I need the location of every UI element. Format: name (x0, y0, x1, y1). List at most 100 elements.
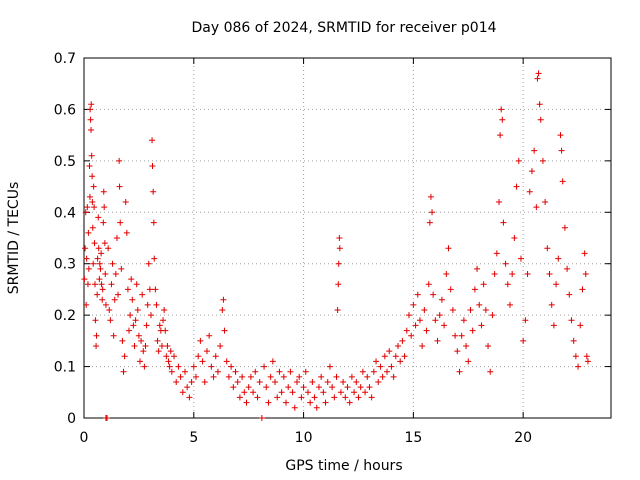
data-point (322, 399, 329, 406)
data-point (359, 368, 366, 375)
data-point (105, 245, 112, 252)
data-point (90, 183, 97, 190)
x-axis-tick-labels: 0 5 10 15 20 (80, 430, 533, 446)
data-point (482, 307, 489, 313)
data-point (206, 332, 213, 339)
data-point (168, 368, 175, 375)
data-point (195, 353, 202, 360)
chart-title: Day 086 of 2024, SRMTID for receiver p01… (191, 20, 496, 36)
data-point (515, 157, 522, 164)
data-point (335, 281, 342, 288)
data-point (151, 255, 158, 262)
data-point (109, 260, 116, 267)
data-point (467, 307, 474, 313)
data-point (166, 363, 173, 370)
data-point (84, 281, 91, 288)
data-point (333, 373, 340, 380)
data-point (566, 291, 573, 298)
data-point (243, 399, 250, 406)
data-point (98, 250, 105, 257)
data-point (203, 348, 210, 355)
data-point (247, 373, 254, 380)
data-point (153, 301, 160, 308)
data-point (175, 363, 182, 370)
data-point (81, 276, 88, 283)
data-point (366, 384, 373, 391)
data-point (214, 368, 221, 375)
data-point (91, 204, 98, 211)
plot-frame (83, 57, 612, 419)
data-point (220, 296, 227, 303)
data-point (474, 265, 481, 272)
data-point (267, 373, 274, 380)
data-point (99, 296, 106, 303)
data-point (146, 286, 153, 293)
data-point (89, 224, 96, 231)
data-point (362, 389, 369, 396)
data-point (438, 296, 445, 303)
data-point (493, 250, 500, 257)
data-point (509, 271, 516, 277)
data-point (92, 317, 99, 324)
data-point (548, 301, 555, 308)
data-point (550, 322, 557, 329)
data-point (147, 312, 154, 319)
data-point (89, 173, 96, 180)
data-point (263, 384, 270, 391)
data-point (342, 394, 349, 401)
data-point (553, 281, 560, 288)
data-point (419, 343, 426, 349)
data-point (458, 332, 465, 339)
data-point (412, 322, 419, 329)
data-point (546, 271, 553, 277)
data-point (84, 204, 91, 211)
data-point (397, 358, 404, 365)
data-point (113, 235, 120, 241)
data-point (432, 317, 439, 324)
data-point (95, 245, 102, 252)
data-point (337, 389, 344, 396)
data-point (513, 183, 520, 190)
data-point (485, 343, 492, 349)
y-tick-label: 0.3 (54, 257, 76, 273)
data-point (228, 363, 235, 370)
data-point (336, 245, 343, 252)
data-point (225, 373, 232, 380)
data-point (161, 307, 168, 313)
data-point (199, 358, 206, 365)
data-point (100, 188, 107, 195)
data-point (581, 250, 588, 257)
axis-ticks (83, 57, 611, 419)
x-tick-label: 5 (189, 430, 198, 446)
data-point (138, 337, 145, 344)
data-point (454, 348, 461, 355)
data-point (287, 368, 294, 375)
data-point (139, 291, 146, 298)
data-point (539, 157, 546, 164)
data-point (381, 353, 388, 360)
data-point (346, 399, 353, 406)
data-point (272, 379, 279, 385)
data-point (326, 363, 333, 370)
data-point (583, 353, 590, 360)
y-tick-label: 0.1 (54, 360, 76, 376)
data-point (471, 286, 478, 293)
data-point (234, 379, 241, 385)
data-point (500, 219, 507, 226)
data-point (87, 116, 94, 123)
data-point (107, 317, 114, 324)
data-point (324, 379, 331, 385)
data-point (120, 368, 127, 375)
data-point (579, 286, 586, 293)
data-point (111, 296, 118, 303)
data-point (149, 137, 156, 144)
data-point (298, 394, 305, 401)
data-point (522, 317, 529, 324)
data-point (83, 255, 90, 262)
data-point (254, 394, 261, 401)
data-point (192, 373, 199, 380)
data-point (357, 384, 364, 391)
data-point (304, 389, 311, 396)
data-point (555, 255, 562, 262)
